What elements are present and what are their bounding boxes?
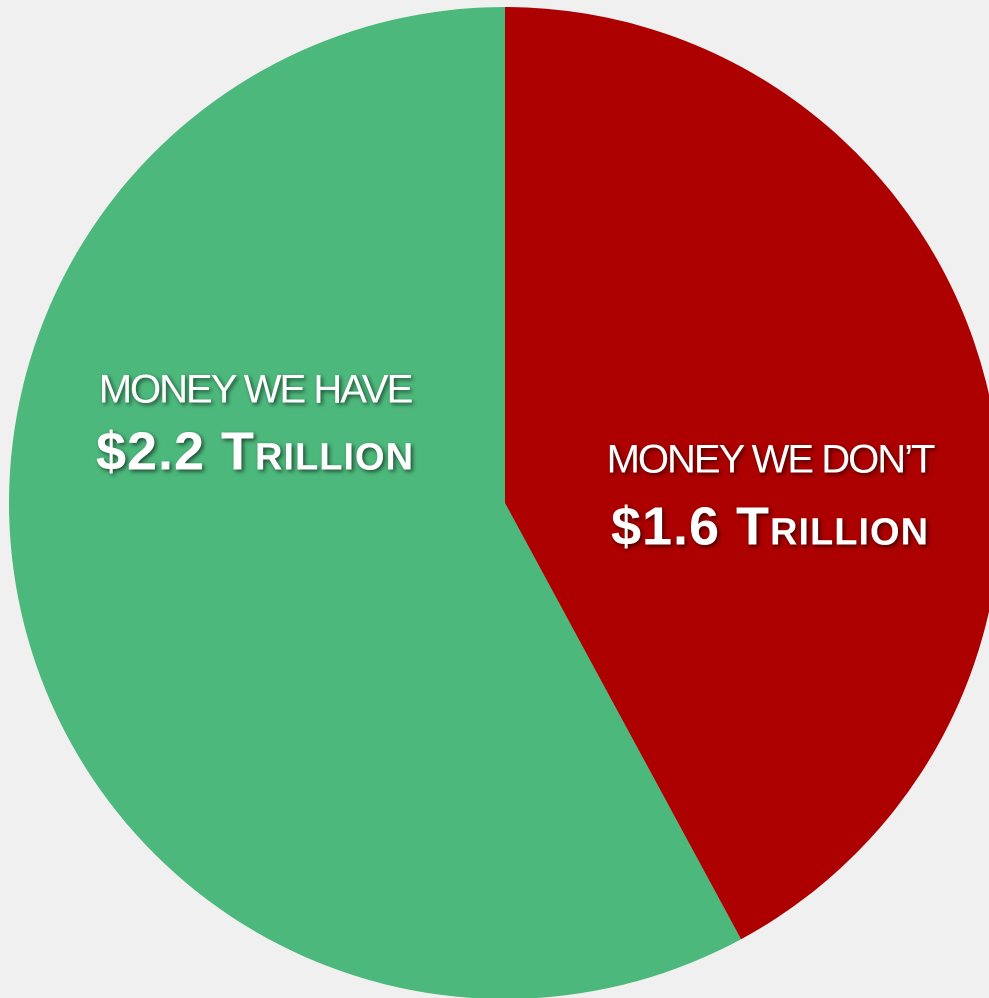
labels: MONEY WE HAVE $2.2 Trillion MONEY WE DON’T… [96,368,937,557]
value-label: $2.2 Trillion [96,421,414,481]
slices [9,7,989,998]
pie-slice [505,7,989,940]
category-label: MONEY WE DON’T [607,438,935,482]
pie-slice [9,7,742,998]
category-label: MONEY WE HAVE [99,368,412,412]
value-label: $1.6 Trillion [611,496,929,556]
